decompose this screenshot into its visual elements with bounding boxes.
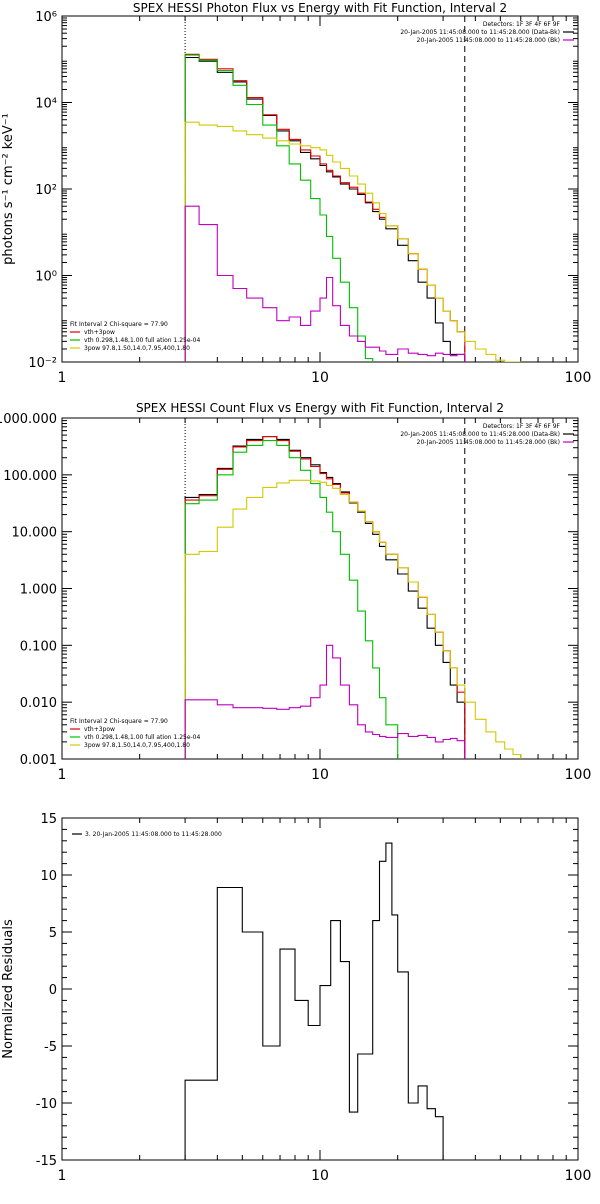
series-line-3pow (184, 121, 522, 362)
y-tick-label: 10² (35, 183, 57, 198)
y-tick-label: 10.000 (12, 526, 58, 541)
y-axis-label: photons s⁻¹ cm⁻² keV⁻¹ (1, 113, 16, 265)
y-tick-label: 1.000 (20, 583, 57, 598)
y-tick-label: 0.001 (20, 753, 57, 768)
y-tick-label: 10⁻² (28, 356, 57, 371)
y-tick-label: 10⁴ (35, 97, 57, 112)
legend-fit-interval: Fit Interval 2 Chi-square = 77.90 (70, 718, 168, 725)
series-line-vth (184, 440, 399, 759)
y-tick-label: -15 (36, 1154, 57, 1169)
legend-residuals: 3. 20-Jan-2005 11:45:08.000 to 11:45:28.… (85, 831, 222, 838)
series-line-vth (184, 54, 374, 362)
y-tick-label: 0.100 (20, 639, 57, 654)
y-tick-label: -5 (44, 1040, 57, 1055)
x-tick-label: 10 (311, 1168, 329, 1184)
legend-entry-2: vth 0.298,1.48,1.00 full ation 1.25e-04 (84, 337, 200, 344)
series-line-bk (184, 644, 466, 759)
legend-entry-2: vth 0.298,1.48,1.00 full ation 1.25e-04 (84, 734, 200, 741)
legend-entry-3: 3pow 97.8,1.50,14.0,7.95,400,1.80 (84, 345, 190, 352)
x-tick-label: 100 (565, 1168, 592, 1184)
series-group (184, 53, 522, 362)
chart-title: SPEX HESSI Count Flux vs Energy with Fit… (136, 401, 504, 415)
legend-detectors: Detectors: 1F 3F 4F 6F 9F (483, 21, 561, 28)
x-tick-label: 1 (58, 767, 67, 783)
x-tick-label: 10 (311, 370, 329, 386)
legend-entry-3: 3pow 97.8,1.50,14.0,7.95,400,1.80 (84, 742, 190, 749)
series-line-data-bk (184, 436, 466, 759)
legend-entry-1: vth+3pow (84, 726, 115, 733)
series-line-data-bk (184, 56, 466, 362)
y-tick-label: 10⁶ (35, 10, 57, 25)
legend-fit-interval: Fit Interval 2 Chi-square = 77.90 (70, 321, 168, 328)
legend-bk: 20-Jan-2005 11:45:08.000 to 11:45:28.000… (417, 37, 560, 44)
chart-panel-3: Normalized Residuals 1 10 100 -15 -10 -5 0 5 10 15… (1, 812, 592, 1184)
x-tick-label: 1 (58, 1168, 67, 1184)
y-tick-label: 10⁰ (35, 270, 57, 285)
y-tick-label: 10 (40, 869, 57, 884)
series-line-vth-3pow (184, 53, 466, 362)
y-tick-label: 0.010 (20, 696, 57, 711)
y-tick-label: 15 (40, 812, 57, 827)
legend-data-bk: 20-Jan-2005 11:45:08.000 to 11:45:28.000… (400, 431, 560, 438)
y-tick-label: 100.000 (3, 469, 57, 484)
series-line-vth-3pow (184, 436, 466, 759)
y-tick-label: -10 (36, 1097, 57, 1112)
x-tick-label: 1 (58, 370, 67, 386)
y-axis-label: Normalized Residuals (1, 919, 16, 1059)
legend-detectors: Detectors: 1F 3F 4F 6F 9F (483, 423, 561, 430)
legend-entry-1: vth+3pow (84, 329, 115, 336)
legend-bk: 20-Jan-2005 11:45:08.000 to 11:45:28.000… (417, 439, 560, 446)
y-tick-label: 0 (49, 983, 57, 998)
series-line-3-20-jan-2005-11-45-08-000-to-11-45-28-000 (184, 842, 444, 1160)
series-group (184, 436, 522, 759)
y-tick-label: 5 (49, 926, 57, 941)
chart-panel-1: SPEX HESSI Photon Flux vs Energy with Fi… (1, 1, 592, 386)
chart-panel-2: SPEX HESSI Count Flux vs Energy with Fit… (0, 401, 592, 783)
series-line-bk (184, 205, 466, 362)
x-tick-label: 10 (311, 767, 329, 783)
x-tick-label: 100 (565, 767, 592, 783)
legend-data-bk: 20-Jan-2005 11:45:08.000 to 11:45:28.000… (400, 29, 560, 36)
series-group (184, 842, 444, 1160)
x-tick-label: 100 (565, 370, 592, 386)
chart-title: SPEX HESSI Photon Flux vs Energy with Fi… (133, 1, 507, 15)
y-tick-label: 1000.000 (0, 412, 57, 427)
series-line-3pow (184, 479, 522, 759)
